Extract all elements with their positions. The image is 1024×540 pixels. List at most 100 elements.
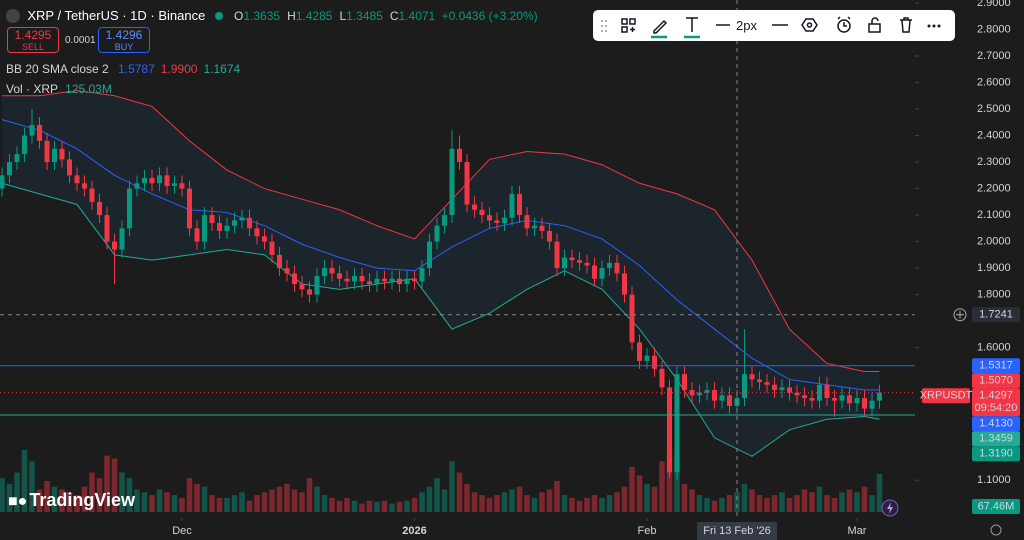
candle-body xyxy=(322,268,327,277)
candle-body xyxy=(727,395,732,406)
volume-bar xyxy=(674,455,680,512)
sell-button[interactable]: 1.4295 SELL xyxy=(7,27,59,53)
candle-body xyxy=(7,162,12,176)
candle-body xyxy=(644,355,650,361)
y-tick-label: 2.5000 xyxy=(977,103,1011,115)
price-label-bg xyxy=(972,373,1020,389)
candle-body xyxy=(217,223,222,231)
vol-legend[interactable]: Vol · XRP 125.03M xyxy=(6,82,112,96)
y-tick-label: 2.4000 xyxy=(977,129,1011,141)
candle-body xyxy=(382,278,387,282)
y-tick-label: 2.0000 xyxy=(977,236,1011,248)
symbol[interactable]: XRP / TetherUS · 1D · Binance xyxy=(27,8,206,23)
volume-bar xyxy=(231,495,238,512)
candle-body xyxy=(592,265,597,279)
y-tick-label: 1.1000 xyxy=(977,474,1011,486)
volume-bar xyxy=(531,497,538,512)
candle-body xyxy=(494,220,500,224)
candle-body xyxy=(622,273,627,295)
candle-body xyxy=(539,225,545,231)
crosshair-label: Fri 13 Feb '26 xyxy=(703,525,771,537)
price-label: 1.3459 xyxy=(979,433,1013,445)
candle-body xyxy=(629,294,635,343)
volume-bar xyxy=(854,492,860,512)
volume-bar xyxy=(404,500,410,512)
volume-bar xyxy=(246,500,253,512)
candle-body xyxy=(172,183,177,186)
volume-bar xyxy=(66,492,73,512)
symbol-icon xyxy=(6,9,20,23)
candle-body xyxy=(269,241,275,255)
candle-body xyxy=(517,193,522,216)
y-tick-label: 2.6000 xyxy=(977,76,1011,88)
candle-body xyxy=(262,236,267,242)
candle-body xyxy=(869,400,875,409)
change: +0.0436 (+3.20%) xyxy=(441,9,538,23)
volume-bar xyxy=(51,486,58,512)
volume-label: 67.46M xyxy=(978,500,1015,512)
volume-bar xyxy=(614,492,620,512)
volume-bar xyxy=(441,489,448,512)
volume-bar xyxy=(156,489,163,512)
candle-body xyxy=(209,215,215,224)
bb-legend[interactable]: BB 20 SMA close 2 1.5787 1.9900 1.1674 xyxy=(6,62,240,76)
price-label-bg xyxy=(972,446,1020,462)
band-fill xyxy=(2,90,880,457)
candle-body xyxy=(352,276,357,282)
volume-bar xyxy=(516,486,523,512)
volume-bar xyxy=(831,497,838,512)
candle-body xyxy=(749,374,755,380)
toolbar-icons xyxy=(601,16,941,39)
volume-bar xyxy=(0,478,5,512)
candle-body xyxy=(97,201,102,216)
volume-bar xyxy=(591,495,598,512)
candle-body xyxy=(412,278,417,282)
volume-bar xyxy=(509,489,515,512)
flash-glyph xyxy=(887,502,893,514)
volume-bar xyxy=(456,472,463,512)
crosshair-label-bg xyxy=(697,522,777,540)
candle-body xyxy=(359,276,365,282)
add-alert[interactable] xyxy=(953,308,967,322)
candle-body xyxy=(112,241,117,250)
candle-body xyxy=(577,260,582,263)
candle-body xyxy=(652,355,657,369)
candle-body xyxy=(862,398,867,409)
candle-body xyxy=(179,183,185,189)
candle-body xyxy=(74,175,80,184)
candle-body xyxy=(202,215,207,242)
candle-body xyxy=(434,225,440,242)
candle-body xyxy=(299,284,305,290)
buy-price: 1.4296 xyxy=(105,28,143,42)
volume-bar xyxy=(681,483,688,512)
volume-bar xyxy=(381,500,388,512)
candle-body xyxy=(142,177,147,184)
symbol-row: XRP / TetherUS · 1D · Binance O1.3635 H1.… xyxy=(6,8,538,23)
candle-body xyxy=(292,273,297,285)
ohlc-value: 1.4071 xyxy=(398,9,436,23)
candle-body xyxy=(839,395,845,401)
volume-bar xyxy=(629,466,635,512)
bb-value: 1.5787 xyxy=(118,62,155,76)
candle-body xyxy=(772,384,777,391)
candle-body xyxy=(127,188,132,229)
candle-body xyxy=(397,278,402,285)
volume-bar xyxy=(636,475,643,512)
candle-body xyxy=(247,217,252,229)
volume-bar xyxy=(734,492,740,512)
candle-body xyxy=(284,268,290,274)
line-width[interactable]: 2px xyxy=(736,18,757,33)
volume-bar xyxy=(576,500,583,512)
price-label: 1.5070 xyxy=(979,375,1013,387)
x-tick-label: Mar xyxy=(848,525,867,537)
volume-bar xyxy=(141,492,148,512)
y-tick-label: 1.8000 xyxy=(977,289,1011,301)
ohlc-value: 1.3635 xyxy=(243,9,281,23)
volume-bar xyxy=(201,486,208,512)
volume-bar xyxy=(494,495,500,512)
candle-body xyxy=(502,217,507,224)
volume-bar xyxy=(869,495,875,512)
buy-button[interactable]: 1.4296 BUY xyxy=(98,27,150,53)
volume-bar xyxy=(359,503,365,512)
